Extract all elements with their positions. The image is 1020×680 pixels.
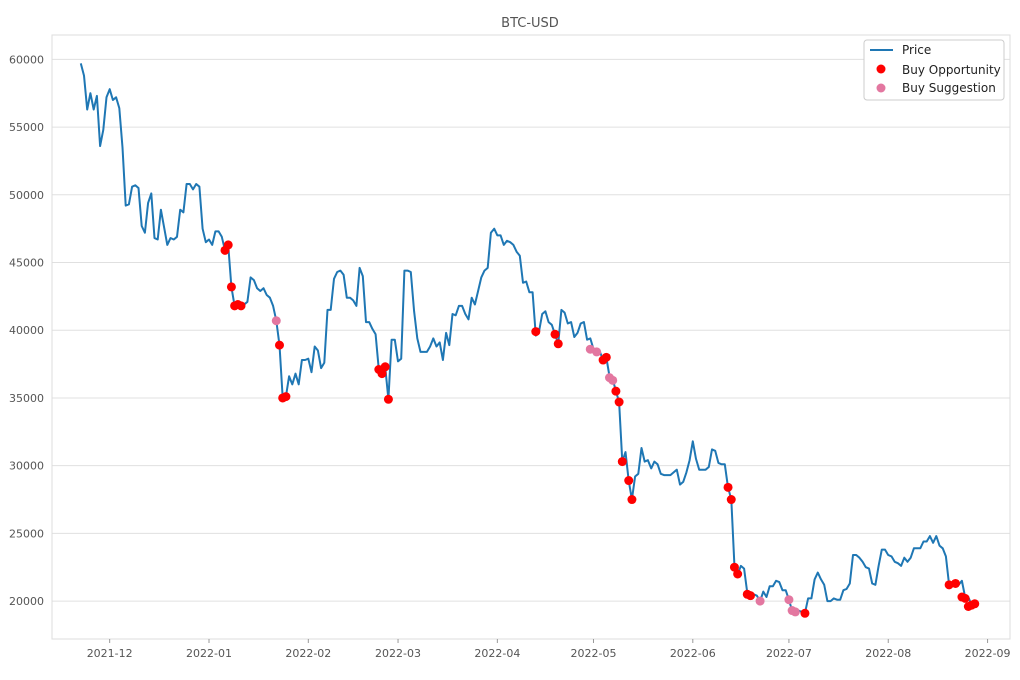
- legend: Price Buy Opportunity Buy Suggestion: [863, 39, 1005, 101]
- buy-opportunity-point: [274, 340, 284, 350]
- buy-opportunity-point: [226, 282, 236, 292]
- legend-opportunity-swatch: [876, 64, 886, 74]
- buy-opportunity-point: [223, 240, 233, 250]
- gridlines: [52, 58, 1010, 602]
- y-tick-label: 20000: [9, 595, 44, 608]
- buy-opportunity-point: [624, 476, 634, 486]
- x-tick-label: 2022-08: [865, 647, 911, 660]
- buy-opportunity-point: [617, 457, 627, 467]
- buy-suggestion-point: [271, 316, 281, 326]
- x-tick-label: 2022-03: [375, 647, 421, 660]
- x-tick-label: 2022-02: [285, 647, 331, 660]
- buy-opportunity-point: [970, 599, 980, 609]
- legend-box: [863, 39, 1005, 101]
- buy-suggestion-point: [755, 596, 765, 606]
- buy-opportunity-point: [960, 593, 970, 603]
- buy-opportunity-point: [281, 392, 291, 402]
- y-tick-label: 40000: [9, 324, 44, 337]
- legend-opportunity-label: Buy Opportunity: [902, 63, 1001, 77]
- chart-title: BTC-USD: [501, 16, 559, 31]
- buy-suggestion-point: [608, 375, 618, 385]
- y-tick-label: 55000: [9, 121, 44, 134]
- buy-opportunity-point: [627, 495, 637, 505]
- x-tick-label: 2022-06: [670, 647, 716, 660]
- buy-opportunity-point: [726, 495, 736, 505]
- y-tick-label: 35000: [9, 392, 44, 405]
- plot-frame: [51, 34, 1011, 640]
- buy-opportunity-point: [733, 569, 743, 579]
- x-tick-label: 2021-12: [87, 647, 133, 660]
- y-tick-label: 25000: [9, 527, 44, 540]
- x-tick-label: 2022-05: [570, 647, 616, 660]
- x-tick-label: 2022-09: [965, 647, 1011, 660]
- price-line: [79, 63, 978, 615]
- buy-suggestion-point: [790, 607, 800, 617]
- buy-opportunity-point: [800, 608, 810, 618]
- buy-opportunity-point: [601, 352, 611, 362]
- buy-opportunity-point: [236, 301, 246, 311]
- buy-opportunity-point: [380, 362, 390, 372]
- x-axis: 2021-12 2022-01 2022-02 2022-03 2022-04 2022-…: [87, 639, 1011, 660]
- buy-opportunity-point: [383, 394, 393, 404]
- buy-opportunity-point: [951, 578, 961, 588]
- buy-opportunity-point: [531, 327, 541, 337]
- x-tick-label: 2022-01: [186, 647, 232, 660]
- x-tick-label: 2022-04: [474, 647, 520, 660]
- buy-opportunity-point: [377, 369, 387, 379]
- legend-suggestion-swatch: [876, 83, 886, 93]
- buy-suggestion-point: [592, 347, 602, 357]
- y-axis: 20000 25000 30000 35000 40000 45000 50000 55000…: [9, 53, 44, 608]
- buy-opportunity-point: [553, 339, 563, 349]
- buy-suggestion-point: [784, 595, 794, 605]
- buy-opportunity-point: [723, 482, 733, 492]
- y-tick-label: 50000: [9, 189, 44, 202]
- y-tick-label: 60000: [9, 53, 44, 66]
- x-tick-label: 2022-07: [766, 647, 812, 660]
- buy-opportunity-point: [611, 386, 621, 396]
- buy-opportunity-point: [550, 329, 560, 339]
- y-tick-label: 45000: [9, 257, 44, 270]
- y-tick-label: 30000: [9, 460, 44, 473]
- buy-opportunity-point: [614, 397, 624, 407]
- buy-opportunity-point: [745, 591, 755, 601]
- legend-price-label: Price: [902, 43, 931, 57]
- buy-opportunity-point: [729, 562, 739, 572]
- series-layer: [79, 63, 980, 618]
- legend-suggestion-label: Buy Suggestion: [902, 81, 996, 95]
